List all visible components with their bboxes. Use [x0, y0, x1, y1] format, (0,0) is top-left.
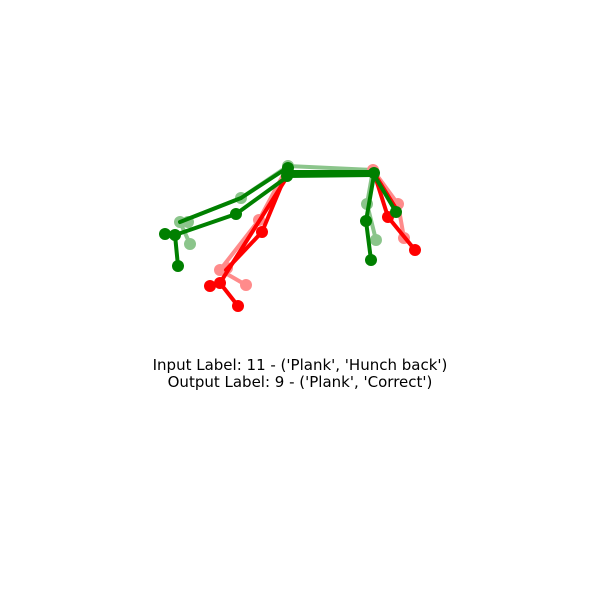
output-pose-solid	[159, 162, 421, 312]
joint-hand-left	[159, 228, 171, 240]
joint-wrist-right	[365, 254, 377, 266]
joint-shoulder-left-top	[282, 162, 294, 174]
bone-upper-arm-left	[234, 175, 289, 216]
bone-forearm-left	[173, 212, 238, 237]
joint-wrist-left	[169, 229, 181, 241]
bone-forearm-left-b	[178, 196, 243, 224]
joint-elbow-right	[360, 215, 372, 227]
faded-joint	[214, 264, 226, 276]
bone-leg-right	[386, 215, 417, 252]
joint-hip-left	[256, 226, 268, 238]
faded-joint	[184, 238, 196, 250]
bone-shoulders-b	[285, 173, 376, 178]
faded-joint	[370, 234, 382, 246]
bone-arm-right-b	[372, 173, 398, 214]
figure-caption: Input Label: 11 - ('Plank', 'Hunch back'…	[0, 357, 600, 391]
bone-upper-arm-left-b	[239, 166, 289, 200]
bone-torso-left-b	[218, 175, 289, 285]
joint-shoulder-right	[368, 167, 380, 179]
bone-upper-arm-right	[364, 173, 376, 223]
input-label-text: Input Label: 11 - ('Plank', 'Hunch back'…	[152, 356, 448, 374]
joint-elbow-left	[230, 208, 242, 220]
joint-ankle-left	[232, 300, 244, 312]
bone-forearm-right	[364, 219, 373, 262]
faded-bone-shoulders	[286, 164, 375, 172]
faded-joint	[240, 279, 252, 291]
joint-heel-left	[204, 280, 216, 292]
joint-finger-left	[172, 260, 184, 272]
output-label-text: Output Label: 9 - ('Plank', 'Correct')	[167, 373, 433, 391]
joint-hip-right-b	[390, 206, 402, 218]
joint-ankle-right	[409, 244, 421, 256]
joint-knee-left	[214, 277, 226, 289]
